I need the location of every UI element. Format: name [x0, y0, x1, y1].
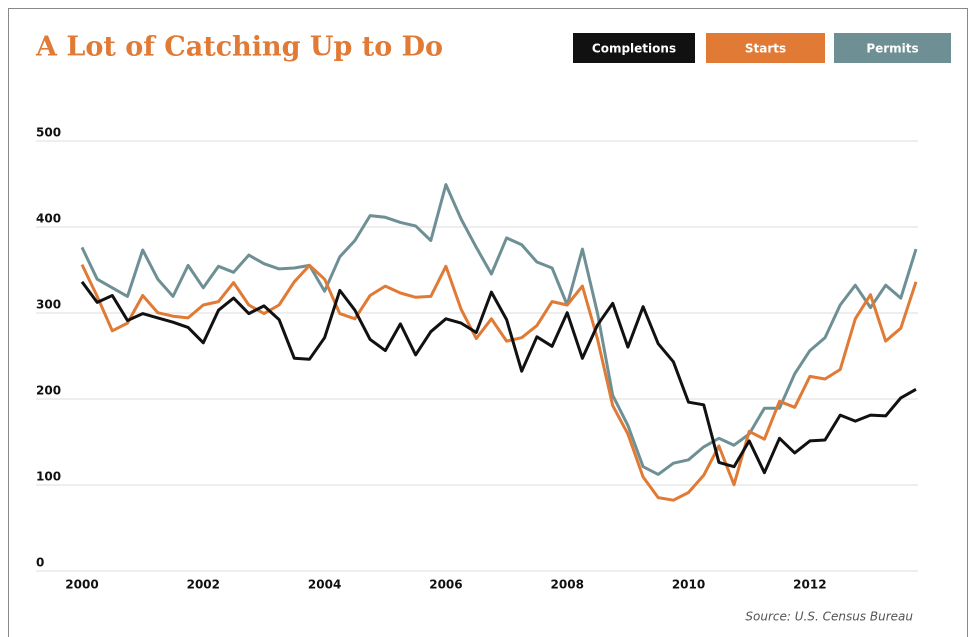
- legend-label: Completions: [592, 42, 676, 56]
- x-tick-label: 2006: [429, 578, 462, 592]
- y-tick-label: 500: [36, 126, 61, 140]
- x-tick-label: 2002: [187, 578, 220, 592]
- legend-label: Starts: [745, 42, 786, 56]
- y-tick-label: 300: [36, 298, 61, 312]
- x-tick-label: 2012: [793, 578, 826, 592]
- y-tick-label: 100: [36, 470, 61, 484]
- y-tick-label: 0: [36, 556, 44, 570]
- legend-label: Permits: [866, 42, 918, 56]
- series-line: [80, 280, 917, 475]
- legend-swatch: [834, 33, 951, 63]
- y-tick-label: 400: [36, 212, 61, 226]
- x-tick-label: 2004: [308, 578, 341, 592]
- chart-title: A Lot of Catching Up to Do: [35, 32, 443, 63]
- x-tick-label: 2010: [672, 578, 705, 592]
- y-tick-label: 200: [36, 384, 61, 398]
- frame: [8, 8, 968, 637]
- source: Source: U.S. Census Bureau: [745, 610, 913, 624]
- legend-swatch: [573, 33, 695, 63]
- x-tick-label: 2008: [551, 578, 584, 592]
- series-line: [80, 263, 918, 502]
- x-tick-label: 2000: [65, 578, 98, 592]
- legend-swatch: [706, 33, 825, 63]
